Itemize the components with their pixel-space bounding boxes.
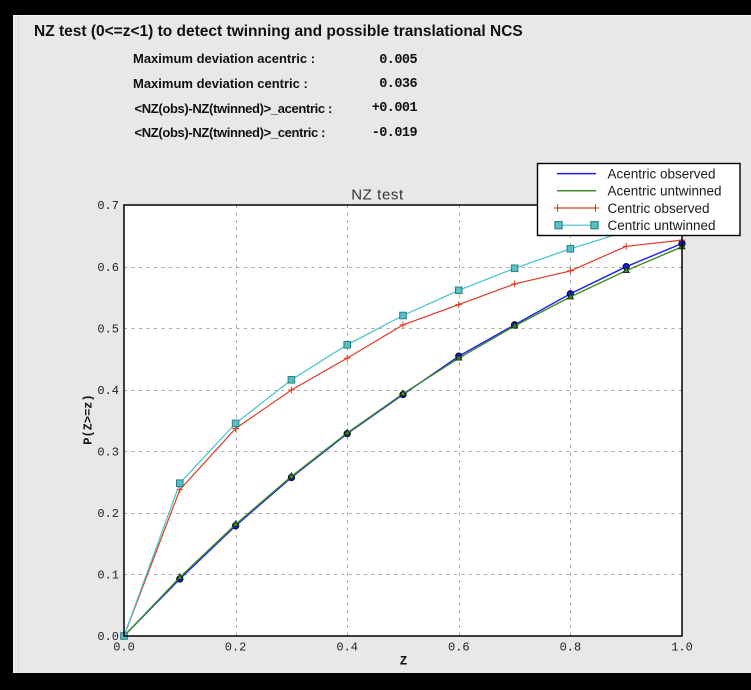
svg-text:0.2: 0.2 xyxy=(225,641,247,655)
svg-text:0.1: 0.1 xyxy=(97,569,119,583)
svg-text:Centric observed: Centric observed xyxy=(608,201,710,216)
svg-text:0.7: 0.7 xyxy=(97,199,119,213)
svg-text:0.8: 0.8 xyxy=(560,641,582,655)
svg-text:0.4: 0.4 xyxy=(97,384,119,398)
svg-text:Z: Z xyxy=(400,655,408,669)
svg-text:P(Z>=z): P(Z>=z) xyxy=(81,394,95,444)
svg-text:Acentric observed: Acentric observed xyxy=(608,166,716,181)
svg-text:0.6: 0.6 xyxy=(448,641,470,655)
svg-text:0.0: 0.0 xyxy=(97,630,119,644)
svg-text:0.5: 0.5 xyxy=(97,322,119,336)
svg-text:0.0: 0.0 xyxy=(113,641,135,655)
svg-text:Acentric untwinned: Acentric untwinned xyxy=(608,184,722,199)
svg-text:NZ test: NZ test xyxy=(351,187,404,204)
svg-text:0.2: 0.2 xyxy=(97,507,119,521)
svg-text:0.4: 0.4 xyxy=(336,641,358,655)
svg-text:0.6: 0.6 xyxy=(97,261,119,275)
svg-text:1.0: 1.0 xyxy=(671,641,693,655)
svg-text:Centric untwinned: Centric untwinned xyxy=(608,218,716,233)
svg-text:0.3: 0.3 xyxy=(97,446,119,460)
